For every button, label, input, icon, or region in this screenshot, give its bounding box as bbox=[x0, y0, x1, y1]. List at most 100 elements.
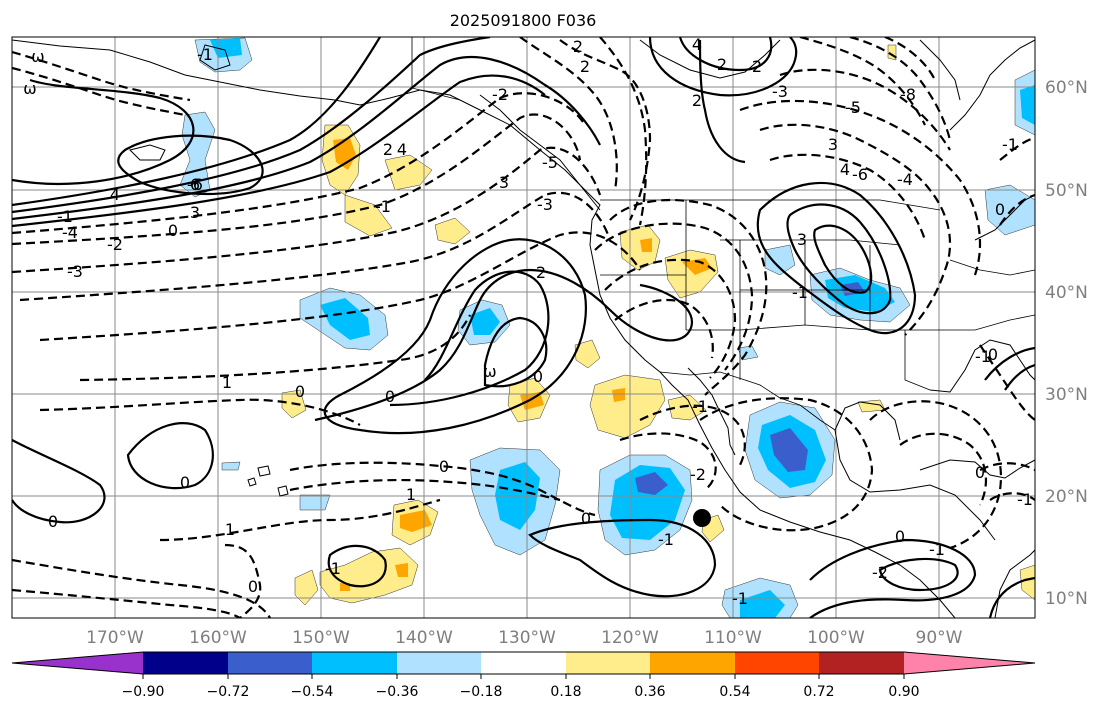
colorbar-segment bbox=[566, 652, 650, 674]
contour-label: 0 bbox=[48, 512, 58, 531]
contour-label: -1 bbox=[1002, 135, 1018, 154]
lon-label: 170°W bbox=[86, 628, 144, 648]
contour-label: ω bbox=[23, 79, 36, 98]
colorbar-tick-label: −0.36 bbox=[376, 684, 419, 700]
contour-label: 1 bbox=[222, 373, 232, 392]
contour-label: 2 bbox=[580, 57, 590, 76]
contour-label: 3 bbox=[190, 203, 200, 222]
colorbar-segment bbox=[650, 652, 735, 674]
contour-label: -5 bbox=[542, 153, 558, 172]
contour-label: 3 bbox=[828, 135, 838, 154]
lat-label: 60°N bbox=[1045, 78, 1088, 98]
contour-label: 2 bbox=[383, 140, 393, 159]
contour-label: 1 bbox=[225, 520, 235, 539]
contour-label: 0 bbox=[581, 509, 591, 528]
colorbar-segment bbox=[735, 652, 819, 674]
contour-label: 0 bbox=[988, 345, 998, 364]
contour-label: -1 bbox=[57, 207, 73, 226]
contour-label: 4 bbox=[397, 140, 407, 159]
contour-label: ω bbox=[31, 47, 44, 66]
contour-label: 0 bbox=[895, 527, 905, 546]
colorbar-extend-min bbox=[12, 652, 143, 674]
contour-label: -3 bbox=[772, 82, 788, 101]
contour-label: -1 bbox=[197, 45, 213, 64]
colorbar-tick-label: −0.90 bbox=[122, 684, 165, 700]
colorbar-tick-label: −0.72 bbox=[207, 684, 250, 700]
colorbar-segment bbox=[819, 652, 904, 674]
contour-label: 0 bbox=[180, 473, 190, 492]
contour-label: 1 bbox=[406, 485, 416, 504]
latitude-labels: 60°N 50°N 40°N 30°N 20°N 10°N bbox=[1045, 78, 1088, 609]
colorbar-segment bbox=[397, 652, 481, 674]
storm-center-marker bbox=[693, 509, 711, 527]
contour-label: -6 bbox=[187, 175, 203, 194]
colorbar-segment bbox=[228, 652, 312, 674]
lat-label: 10°N bbox=[1045, 589, 1088, 609]
map-panel: 2 2 4 2 4 6 -1 ω ω -2 2 4 -6 3 0 -1 -2 -… bbox=[12, 35, 1035, 618]
contour-label: 0 bbox=[533, 367, 543, 386]
lat-label: 40°N bbox=[1045, 283, 1088, 303]
contour-label: 0 bbox=[168, 221, 178, 240]
lon-label: 130°W bbox=[498, 628, 556, 648]
contour-label: 2 bbox=[573, 37, 583, 56]
contour-label: -8 bbox=[900, 85, 916, 104]
map-title: 2025091800 F036 bbox=[450, 11, 597, 30]
contour-label: 3 bbox=[797, 230, 807, 249]
contour-label: -1 bbox=[929, 540, 945, 559]
contour-label: 0 bbox=[295, 382, 305, 401]
contour-label: 0 bbox=[248, 577, 258, 596]
colorbar-tick-label: 0.90 bbox=[888, 684, 919, 700]
contour-label: -6 bbox=[852, 165, 868, 184]
contour-labels: 2 2 4 2 4 6 -1 ω ω -2 2 4 -6 3 0 -1 -2 -… bbox=[23, 35, 1033, 608]
contour-label: -2 bbox=[492, 85, 508, 104]
contour-label: 4 bbox=[692, 35, 702, 54]
contour-label: -1 bbox=[792, 283, 808, 302]
contour-label: -4 bbox=[62, 223, 78, 242]
lat-label: 30°N bbox=[1045, 385, 1088, 405]
colorbar: −0.90 −0.72 −0.54 −0.36 −0.18 0.18 0.36 … bbox=[11, 651, 1036, 700]
contour-label: -1 bbox=[975, 347, 991, 366]
contour-label: 6 bbox=[190, 175, 200, 194]
colorbar-tick-label: 0.18 bbox=[550, 684, 581, 700]
contour-label: 3 bbox=[499, 173, 509, 192]
contour-label: -2 bbox=[872, 563, 888, 582]
contour-label: 2 bbox=[536, 263, 546, 282]
colorbar-tick-label: 0.72 bbox=[803, 684, 834, 700]
lon-label: 120°W bbox=[601, 628, 659, 648]
contour-label: -3 bbox=[537, 195, 553, 214]
colorbar-tick-label: −0.18 bbox=[460, 684, 503, 700]
longitude-labels: 170°W 160°W 150°W 140°W 130°W 120°W 110°… bbox=[86, 628, 963, 648]
contour-label: 0 bbox=[439, 457, 449, 476]
contour-label: -1 bbox=[692, 397, 708, 416]
contour-label: -1 bbox=[658, 530, 674, 549]
lon-label: 90°W bbox=[916, 628, 963, 648]
contour-label: 0 bbox=[995, 200, 1005, 219]
contour-label: ω bbox=[483, 362, 496, 381]
colorbar-tick-label: 0.54 bbox=[719, 684, 750, 700]
contour-label: -5 bbox=[845, 98, 861, 117]
contour-label: 0 bbox=[385, 387, 395, 406]
contour-label: -2 bbox=[107, 235, 123, 254]
lon-label: 140°W bbox=[395, 628, 453, 648]
lon-label: 110°W bbox=[704, 628, 762, 648]
contour-label: -1 bbox=[375, 197, 391, 216]
map-frame bbox=[11, 36, 1036, 619]
contour-label: -4 bbox=[897, 170, 913, 189]
lat-label: 20°N bbox=[1045, 487, 1088, 507]
contours-dashed bbox=[12, 37, 1035, 618]
colorbar-segment bbox=[143, 652, 228, 674]
contour-label: 2 bbox=[692, 91, 702, 110]
colorbar-segment bbox=[312, 652, 397, 674]
lat-label: 50°N bbox=[1045, 181, 1088, 201]
lon-label: 100°W bbox=[807, 628, 865, 648]
colorbar-segment bbox=[481, 652, 566, 674]
contour-label: -2 bbox=[690, 465, 706, 484]
contour-label: -1 bbox=[1017, 490, 1033, 509]
contour-label: -1 bbox=[325, 559, 341, 578]
colorbar-tick-label: −0.54 bbox=[291, 684, 334, 700]
contour-label: -1 bbox=[732, 589, 748, 608]
colorbar-tick-label: 0.36 bbox=[634, 684, 665, 700]
contour-label: 2 bbox=[717, 55, 727, 74]
colorbar-extend-max bbox=[904, 652, 1035, 674]
